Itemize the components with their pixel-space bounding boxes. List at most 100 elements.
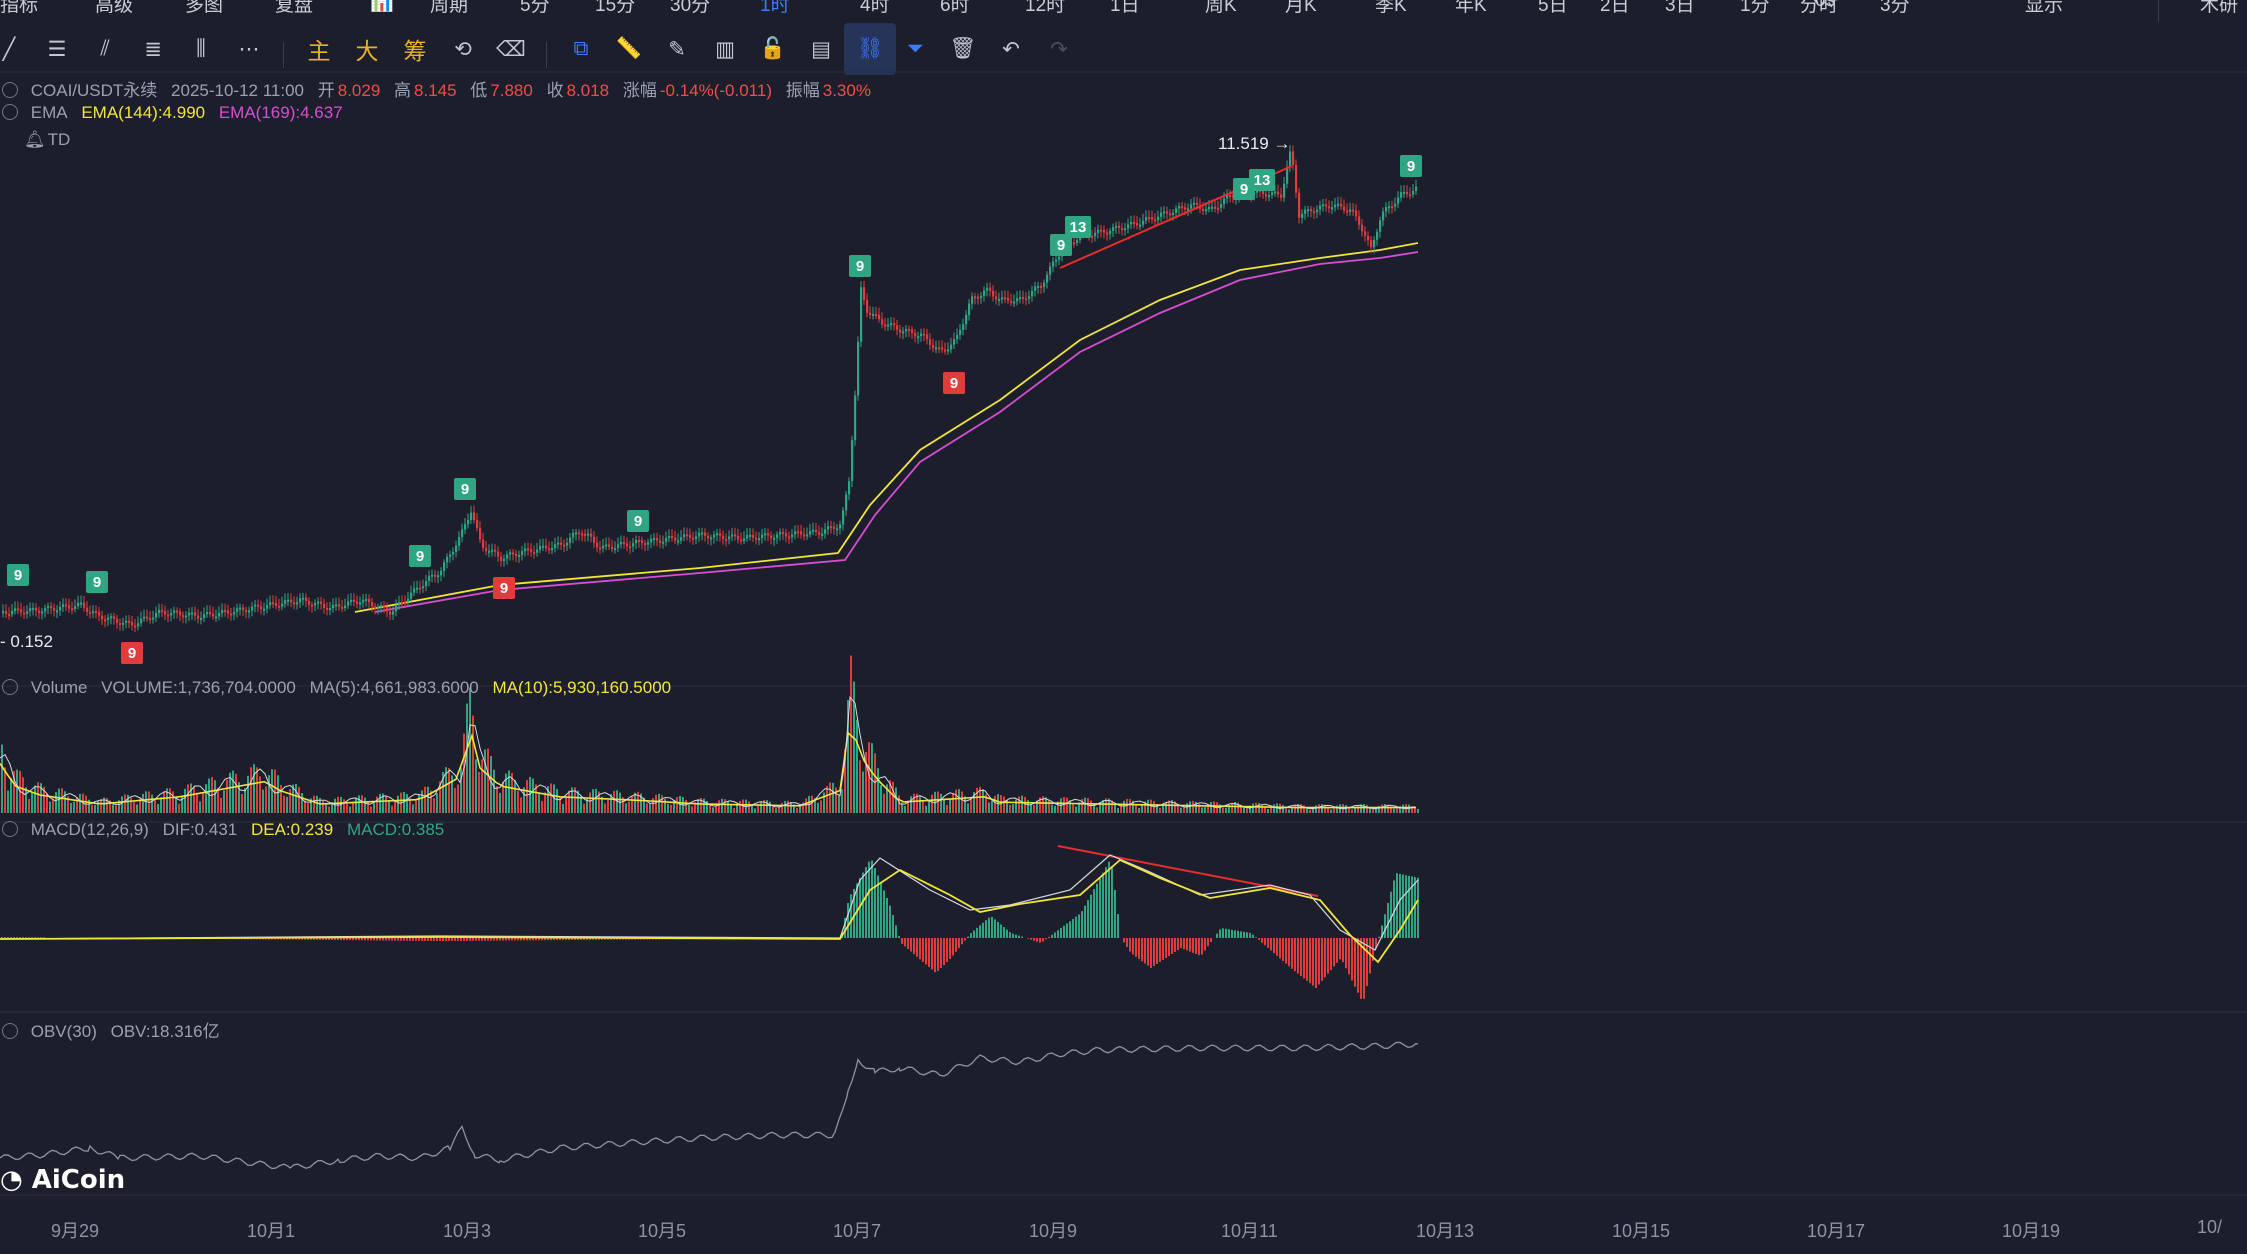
period-tab-13[interactable]: 1日 (1110, 0, 1140, 16)
period-tab-9[interactable]: 1时 (760, 0, 790, 16)
period-tab-6[interactable]: 5分 (520, 0, 550, 16)
more-tools-icon[interactable]: ⋯ (238, 37, 260, 61)
period-tab-20[interactable]: 3日 (1665, 0, 1695, 16)
template-icon[interactable]: ▤ (811, 37, 831, 61)
period-tab-22[interactable]: 分时 (1800, 0, 1839, 16)
volume-bar (649, 803, 651, 813)
eraser-icon[interactable]: ⌫ (496, 37, 526, 61)
big-order-button[interactable]: 大 (355, 39, 379, 65)
period-tab-11[interactable]: 6时 (940, 0, 970, 16)
volume-bar (562, 803, 564, 813)
macd-histogram-bar (517, 938, 519, 941)
collapse-icon[interactable] (2, 679, 18, 695)
period-tab-23[interactable]: 3分 (1880, 0, 1910, 16)
volume-bar (256, 767, 258, 813)
volume-bar (862, 771, 864, 813)
bell-icon[interactable] (2, 821, 18, 837)
lock-icon[interactable]: 🔓 (759, 37, 787, 60)
candle (1205, 209, 1208, 212)
volume-bar (424, 786, 426, 813)
bell-icon[interactable] (2, 104, 18, 120)
candle (1226, 195, 1229, 199)
delete-icon[interactable]: 🗑 (949, 37, 977, 60)
candle (1139, 224, 1142, 227)
period-tab-14[interactable]: 周K (1205, 0, 1237, 16)
gann-tool-icon[interactable]: ⫼ (196, 37, 206, 60)
volume-bar (463, 733, 465, 813)
candles-icon[interactable]: ▥ (715, 37, 735, 61)
volume-bar (406, 794, 408, 813)
volume-bar (223, 790, 225, 813)
volume-bar (340, 797, 342, 813)
filter-icon[interactable]: ⏷ (906, 37, 924, 60)
trendline-tool-icon[interactable]: ╱ (2, 37, 16, 61)
period-tab-21[interactable]: 1分 (1740, 0, 1770, 16)
sync-icon[interactable]: ⟲ (454, 37, 472, 61)
period-tab-12[interactable]: 12时 (1025, 0, 1066, 16)
bell-icon[interactable]: 🔔︎ (24, 130, 46, 149)
candle (275, 603, 278, 606)
volume-bar (1264, 807, 1266, 813)
top-right-item1[interactable]: 0s (1815, 0, 1836, 11)
period-tab-4[interactable]: 📊 (370, 0, 394, 13)
candle (1301, 213, 1304, 218)
macd-histogram-bar (1270, 938, 1272, 951)
period-tab-16[interactable]: 季K (1375, 0, 1407, 16)
volume-bar (826, 786, 828, 813)
td-label: 9 (1400, 155, 1422, 177)
candle (1073, 242, 1076, 245)
volume-bar (1198, 804, 1200, 813)
candle (1034, 286, 1037, 291)
period-tab-15[interactable]: 月K (1285, 0, 1317, 16)
macd-histogram-bar (898, 936, 900, 938)
chip-distribution-button[interactable]: 筹 (403, 39, 427, 65)
volume-bar (505, 773, 507, 813)
ma5-value: MA(5):4,661,983.6000 (309, 678, 479, 697)
candle (1109, 230, 1112, 234)
macd-histogram-bar (292, 938, 294, 940)
period-tab-5[interactable]: 周期 (430, 0, 469, 16)
link-icon[interactable]: ⛓ (844, 23, 896, 75)
candle (1076, 240, 1079, 244)
period-tab-17[interactable]: 年K (1455, 0, 1487, 16)
candle (206, 612, 209, 615)
volume-bar (853, 681, 855, 813)
candle (749, 534, 752, 537)
collapse-icon[interactable] (2, 82, 18, 98)
volume-bar (181, 795, 183, 813)
redo-icon[interactable]: ↷ (1050, 37, 1068, 61)
period-tab-18[interactable]: 5日 (1538, 0, 1568, 16)
macd-histogram-bar (904, 938, 906, 947)
candle (1037, 285, 1040, 288)
fib-tool-icon[interactable]: ≣ (144, 37, 162, 61)
main-indicator-button[interactable]: 主 (307, 39, 331, 65)
collapse-icon[interactable] (2, 1023, 18, 1039)
period-tab-19[interactable]: 2日 (1600, 0, 1630, 16)
period-tab-0[interactable]: 指标 (0, 0, 39, 16)
volume-bar (1210, 802, 1212, 813)
volume-bar (961, 791, 963, 813)
period-tab-3[interactable]: 复盘 (275, 0, 314, 16)
magnet-icon[interactable]: ⧉ (573, 37, 589, 60)
macd-histogram-bar (1273, 938, 1275, 954)
horizontal-lines-tool-icon[interactable]: ☰ (47, 37, 67, 61)
top-right-item3[interactable]: 木研 (2200, 0, 2239, 16)
period-tab-8[interactable]: 30分 (670, 0, 711, 16)
macd-histogram-bar (295, 938, 297, 940)
top-right-item2[interactable]: 显示 (2025, 0, 2064, 16)
period-tab-1[interactable]: 高级 (95, 0, 134, 16)
candle (656, 538, 659, 541)
pencil-icon[interactable]: ✎ (668, 37, 686, 61)
volume-bar (1087, 798, 1089, 813)
volume-bar (166, 788, 168, 813)
undo-icon[interactable]: ↶ (1002, 37, 1020, 61)
ruler-icon[interactable]: 📏 (615, 37, 643, 60)
macd-histogram-bar (1045, 938, 1047, 940)
period-tab-10[interactable]: 4时 (860, 0, 890, 16)
period-tab-2[interactable]: 多图 (185, 0, 224, 16)
period-tab-7[interactable]: 15分 (595, 0, 636, 16)
parallel-channel-tool-icon[interactable]: ⫽ (100, 37, 110, 60)
volume-bar (889, 780, 891, 813)
macd-histogram-bar (874, 868, 876, 938)
